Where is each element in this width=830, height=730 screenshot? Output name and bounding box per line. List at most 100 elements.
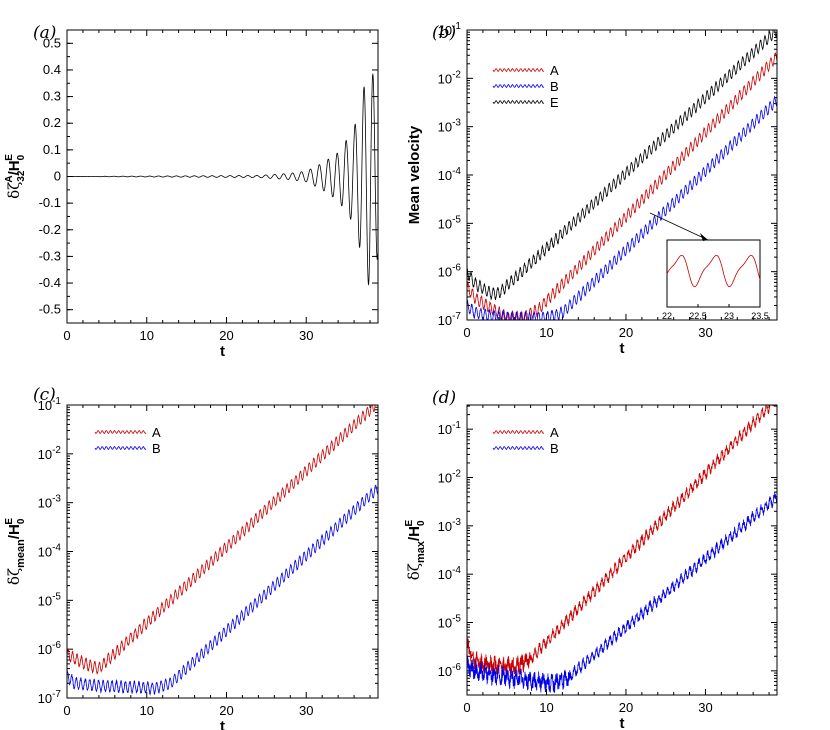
y-tick-exp: -5 — [52, 591, 61, 602]
y-axis-title-text: δζmean/H0E — [4, 518, 27, 585]
x-tick-label: 30 — [299, 703, 313, 718]
y-tick-label: 10-6 — [38, 640, 62, 657]
legend-swatch-A — [94, 429, 147, 435]
legend-swatch-B — [492, 445, 545, 451]
y-title-delta: δζ — [5, 568, 23, 585]
panel-label: (d) — [432, 388, 456, 408]
y-tick-base: 10 — [38, 447, 52, 462]
y-tick-exp: -3 — [52, 494, 61, 505]
y-title-delta: δζ — [5, 182, 23, 199]
legend-label-B: B — [550, 441, 559, 456]
y-tick-exp: -1 — [452, 420, 461, 431]
panel-b: (b)0 10 20 30t10-710-610-510-410-310-210-1A… — [406, 21, 778, 357]
y-tick-exp: -5 — [452, 214, 461, 225]
legend-swatch-A — [492, 429, 545, 435]
x-tick-label: 30 — [698, 325, 712, 340]
plot-area — [467, 405, 777, 694]
x-tick-label: 10 — [140, 703, 154, 718]
y-tick-label: 10-6 — [438, 662, 462, 679]
series-line-B — [467, 95, 777, 320]
y-tick-base: 10 — [438, 120, 452, 135]
y-axis-title: δζmean/H0E — [4, 518, 27, 585]
legend-label-A: A — [152, 425, 161, 440]
y-title-delta: δζ — [405, 563, 423, 580]
inset-arrowhead — [700, 233, 708, 241]
y-tick-base: 10 — [38, 496, 52, 511]
y-tick-base: 10 — [438, 567, 452, 582]
y-tick-label: 10-1 — [438, 420, 462, 437]
x-tick-label: 20 — [619, 325, 633, 340]
series-line-E — [467, 30, 777, 301]
x-tick-label: 0 — [63, 703, 70, 718]
series-line-A — [467, 405, 774, 676]
y-tick-label: 10-3 — [438, 517, 462, 534]
y-tick-exp: -6 — [452, 263, 461, 274]
y-tick-label: 0.2 — [43, 115, 61, 130]
y-axis-title: δζmax/H0E — [404, 519, 427, 580]
panel-c: (c)0 10 20 30t10-710-610-510-410-310-210-1A… — [4, 385, 379, 730]
y-tick-label: -0.1 — [39, 195, 61, 210]
panel-label: (c) — [33, 385, 56, 405]
y-tick-label: 10-5 — [38, 591, 62, 608]
legend-label-E: E — [550, 95, 559, 110]
plot-area — [467, 30, 777, 320]
y-title-main: /H — [6, 524, 23, 539]
panel-label: (b) — [432, 23, 456, 43]
panel-label: (a) — [33, 23, 56, 43]
y-tick-label: 0.1 — [43, 142, 61, 157]
y-tick-label: 10-2 — [438, 469, 462, 486]
legend-swatch-A — [492, 67, 545, 73]
inset-tick-label: 23 — [724, 311, 734, 321]
y-title-sup: A — [4, 175, 15, 182]
y-tick-exp: -7 — [52, 689, 61, 700]
y-tick-exp: -3 — [452, 118, 461, 129]
plot-area — [67, 73, 378, 286]
y-tick-exp: -6 — [452, 662, 461, 673]
x-tick-label: 10 — [539, 325, 553, 340]
y-tick-exp: -6 — [52, 640, 61, 651]
legend-swatch-B — [94, 445, 147, 451]
y-title-sup2: E — [4, 518, 15, 525]
y-tick-exp: -4 — [452, 565, 461, 576]
legend-swatch-B — [492, 83, 545, 89]
y-tick-label: 10-5 — [438, 614, 462, 631]
y-tick-label: 10-4 — [438, 166, 462, 183]
x-tick-label: 30 — [299, 328, 313, 343]
x-axis-title: t — [220, 718, 225, 730]
legend-label-A: A — [550, 425, 559, 440]
y-tick-label: 10-1 — [38, 396, 62, 413]
y-tick-label: 10-4 — [38, 543, 62, 560]
y-title-sub: 32 — [16, 170, 27, 182]
y-tick-base: 10 — [438, 168, 452, 183]
series-line-B — [67, 484, 378, 696]
y-title-sub: mean — [15, 539, 27, 568]
y-tick-label: 10-3 — [438, 118, 462, 135]
y-tick-base: 10 — [438, 422, 452, 437]
y-tick-base: 10 — [438, 71, 452, 86]
y-tick-base: 10 — [38, 545, 52, 560]
y-tick-label: 0.3 — [43, 89, 61, 104]
y-tick-label: -0.4 — [39, 275, 61, 290]
inset: 22 22.5 23 23.5 — [649, 212, 769, 321]
x-tick-label: 30 — [698, 700, 712, 715]
y-tick-label: 10-5 — [438, 214, 462, 231]
x-tick-label: 20 — [219, 328, 233, 343]
y-tick-base: 10 — [38, 398, 52, 413]
x-axis-title: t — [620, 340, 625, 357]
y-tick-exp: -2 — [52, 445, 61, 456]
y-tick-label: 0 — [54, 169, 61, 184]
y-tick-base: 10 — [438, 471, 452, 486]
x-tick-label: 10 — [539, 700, 553, 715]
y-tick-label: 10-4 — [438, 565, 462, 582]
y-tick-label: 10-3 — [38, 494, 62, 511]
legend-label-A: A — [550, 63, 559, 78]
x-tick-label: 20 — [619, 700, 633, 715]
panel-a: (a) 0 10 20 30 t 0.5 0.4 0.3 0.2 0.1 0 -0.1 -0.2 -0.3 -… — [4, 23, 379, 360]
plot-frame — [66, 404, 379, 699]
y-title-main: /H — [406, 526, 423, 541]
y-tick-exp: -7 — [452, 311, 461, 322]
x-tick-label: 10 — [140, 328, 154, 343]
y-axis-title-text: Mean velocity — [406, 125, 423, 224]
y-title-sub2: 0 — [16, 518, 27, 524]
